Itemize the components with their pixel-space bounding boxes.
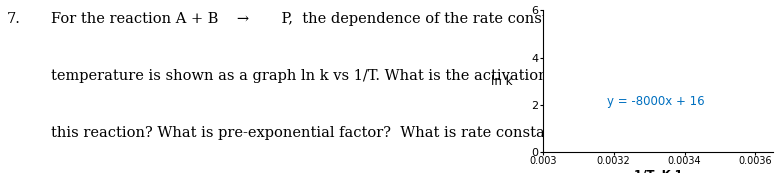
Text: temperature is shown as a graph ln k vs 1/T. What is the activation energy for: temperature is shown as a graph ln k vs … (51, 69, 629, 83)
Text: this reaction? What is pre-exponential factor?  What is rate constant at 0C?: this reaction? What is pre-exponential f… (51, 126, 612, 140)
Y-axis label: ln k: ln k (490, 75, 512, 88)
X-axis label: 1/T, K-1: 1/T, K-1 (633, 169, 683, 173)
Text: For the reaction A + B    →       P,  the dependence of the rate constant on: For the reaction A + B → P, the dependen… (51, 12, 594, 26)
Text: 7.: 7. (7, 12, 21, 26)
Text: y = -8000x + 16: y = -8000x + 16 (607, 95, 704, 108)
